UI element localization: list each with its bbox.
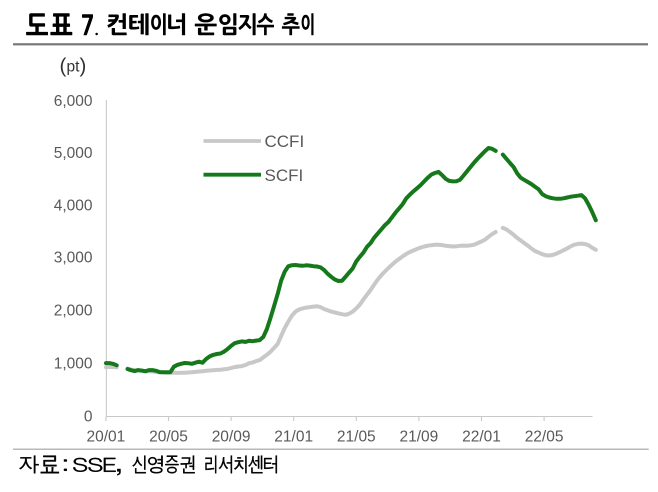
svg-text:1,000: 1,000 [54,356,93,373]
svg-text:21/09: 21/09 [400,428,439,445]
svg-text:6,000: 6,000 [54,93,93,110]
svg-text:(: ( [60,54,67,77]
svg-text:20/09: 20/09 [212,428,251,445]
svg-text:CCFI: CCFI [265,132,305,151]
svg-text:pt: pt [67,58,81,75]
svg-text:2,000: 2,000 [54,303,93,320]
svg-text:4,000: 4,000 [54,198,93,215]
svg-text:21/05: 21/05 [337,428,376,445]
svg-text:21/01: 21/01 [274,428,313,445]
svg-text:20/05: 20/05 [149,428,188,445]
svg-text:5,000: 5,000 [54,145,93,162]
svg-text:22/05: 22/05 [525,428,564,445]
svg-text:SCFI: SCFI [265,166,304,185]
svg-text:3,000: 3,000 [54,250,93,267]
svg-text:0: 0 [84,409,93,426]
svg-text:20/01: 20/01 [87,428,126,445]
svg-text:): ) [80,54,87,77]
svg-text:22/01: 22/01 [462,428,501,445]
